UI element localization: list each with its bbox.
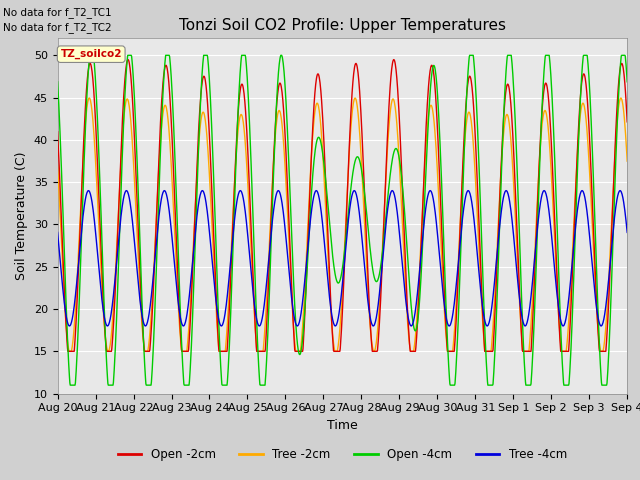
Legend: Open -2cm, Tree -2cm, Open -4cm, Tree -4cm: Open -2cm, Tree -2cm, Open -4cm, Tree -4… xyxy=(113,444,572,466)
X-axis label: Time: Time xyxy=(327,419,358,432)
Y-axis label: Soil Temperature (C): Soil Temperature (C) xyxy=(15,152,28,280)
Title: Tonzi Soil CO2 Profile: Upper Temperatures: Tonzi Soil CO2 Profile: Upper Temperatur… xyxy=(179,18,506,33)
Text: No data for f_T2_TC1: No data for f_T2_TC1 xyxy=(3,7,112,18)
Text: No data for f_T2_TC2: No data for f_T2_TC2 xyxy=(3,22,112,33)
Text: TZ_soilco2: TZ_soilco2 xyxy=(60,49,122,60)
